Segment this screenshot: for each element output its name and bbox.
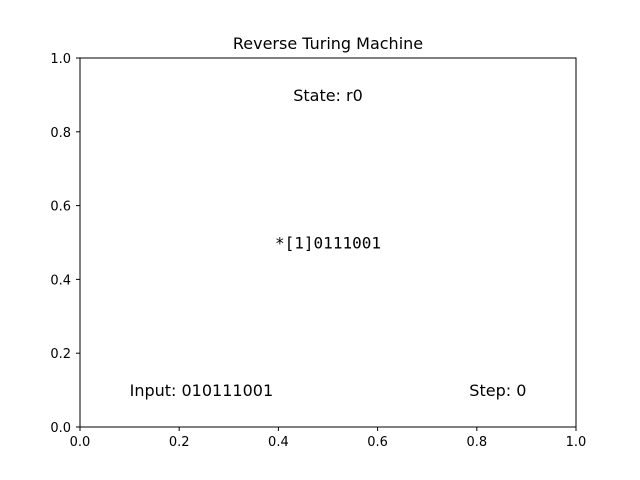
x-tick-label: 0.0 [70, 435, 91, 450]
y-tick-label: 0.8 [50, 126, 71, 141]
x-tick-label: 1.0 [566, 435, 587, 450]
y-tick-label: 1.0 [50, 52, 71, 67]
x-tick-label: 0.8 [466, 435, 487, 450]
axes-frame [79, 57, 577, 428]
x-tick-label: 0.4 [268, 435, 289, 450]
x-tick-label: 0.2 [169, 435, 190, 450]
y-tick-label: 0.2 [50, 347, 71, 362]
y-tick-label: 0.4 [50, 273, 71, 288]
tape-annotation: *[1]0111001 [275, 234, 381, 253]
chart-title: Reverse Turing Machine [233, 34, 423, 53]
y-tick-label: 0.6 [50, 200, 71, 215]
plot-area: 0.0 0.2 0.4 0.6 0.8 1.0 0.0 0.2 0.4 0.6 0.8 1.0 Stat… [50, 52, 586, 450]
state-annotation: State: r0 [293, 86, 363, 105]
y-tick-label: 0.0 [50, 421, 71, 436]
step-annotation: Step: 0 [469, 381, 526, 400]
input-annotation: Input: 010111001 [130, 381, 274, 400]
x-tick-label: 0.6 [367, 435, 388, 450]
